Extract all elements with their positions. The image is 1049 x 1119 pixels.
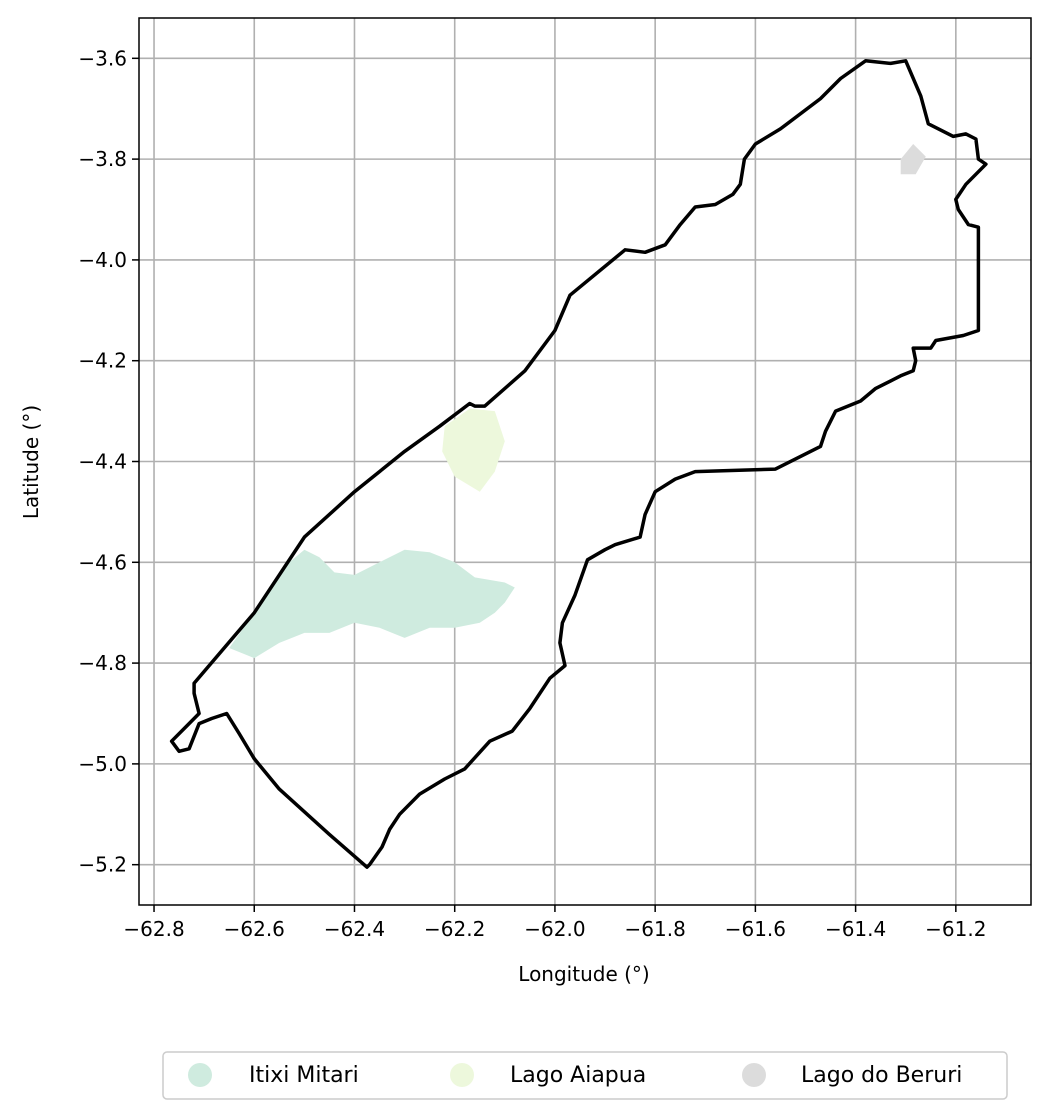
x-tick-label-6: −61.6 bbox=[725, 917, 786, 941]
x-tick-label-3: −62.2 bbox=[424, 917, 485, 941]
x-tick-label-7: −61.4 bbox=[825, 917, 886, 941]
legend-marker-itixi-mitari bbox=[188, 1063, 212, 1087]
y-axis-ticks: −3.6 −3.8 −4.0 −4.2 −4.4 −4.6 −4.8 −5.0 −5.2 bbox=[78, 46, 139, 877]
x-axis-ticks: −62.8 −62.6 −62.4 −62.2 −62.0 −61.8 −61.6 −61.4… bbox=[123, 905, 986, 941]
region-lago-do-beruri bbox=[900, 144, 926, 175]
legend-marker-lago-do-beruri bbox=[742, 1063, 766, 1087]
y-tick-label-2: −4.0 bbox=[78, 248, 127, 272]
x-axis-label: Longitude (°) bbox=[518, 962, 649, 986]
x-tick-label-0: −62.8 bbox=[123, 917, 184, 941]
x-tick-label-5: −61.8 bbox=[625, 917, 686, 941]
y-tick-label-0: −3.6 bbox=[78, 46, 127, 70]
grid-lines bbox=[139, 18, 1031, 905]
y-tick-label-8: −5.2 bbox=[78, 853, 127, 877]
protected-areas bbox=[229, 144, 926, 659]
region-itixi-mitari bbox=[229, 549, 515, 659]
y-axis-label: Latitude (°) bbox=[19, 405, 43, 519]
legend-label-itixi-mitari: Itixi Mitari bbox=[249, 1063, 359, 1088]
x-tick-label-2: −62.4 bbox=[324, 917, 385, 941]
y-tick-label-4: −4.4 bbox=[78, 450, 127, 474]
y-tick-label-1: −3.8 bbox=[78, 147, 127, 171]
region-lago-aiapua bbox=[442, 408, 505, 492]
legend-marker-lago-aiapua bbox=[450, 1063, 474, 1087]
legend-label-lago-aiapua: Lago Aiapua bbox=[510, 1063, 646, 1088]
y-tick-label-6: −4.8 bbox=[78, 651, 127, 675]
x-tick-label-4: −62.0 bbox=[524, 917, 585, 941]
boundary-path bbox=[169, 59, 988, 869]
x-tick-label-1: −62.6 bbox=[224, 917, 285, 941]
boundary-outline bbox=[169, 59, 988, 869]
y-tick-label-7: −5.0 bbox=[78, 752, 127, 776]
legend-label-lago-do-beruri: Lago do Beruri bbox=[801, 1063, 962, 1088]
x-tick-label-8: −61.2 bbox=[925, 917, 986, 941]
y-tick-label-5: −4.6 bbox=[78, 550, 127, 574]
y-tick-label-3: −4.2 bbox=[78, 349, 127, 373]
legend: Itixi Mitari Lago Aiapua Lago do Beruri bbox=[162, 1051, 1008, 1100]
legend-box bbox=[162, 1051, 1008, 1100]
